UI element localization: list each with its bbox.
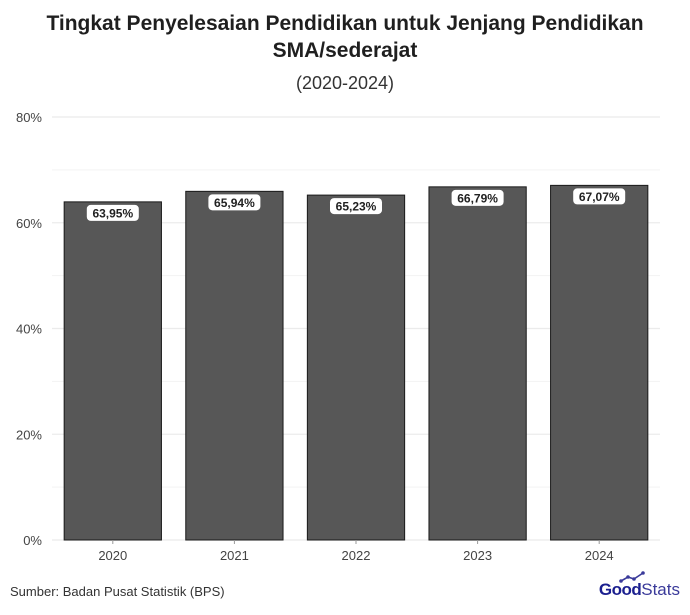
x-tick-label: 2022: [342, 548, 371, 563]
bar: [306, 194, 406, 541]
x-tick-label: 2024: [585, 548, 614, 563]
chart-subtitle: (2020-2024): [295, 73, 395, 93]
chart-title: Tingkat Penyelesaian Pendidikan untuk Je…: [0, 10, 690, 64]
bars: [63, 184, 649, 541]
x-tick-label: 2021: [220, 548, 249, 563]
chart-title-line-1: Tingkat Penyelesaian Pendidikan untuk Je…: [46, 12, 644, 35]
x-tick-label: 2023: [463, 548, 492, 563]
data-labels: 63,95% 65,94% 65,23% 66,79% 67,07%: [86, 188, 626, 221]
chart-title-line-2: SMA/sederajat: [272, 39, 418, 62]
brand-stats-text: Stats: [641, 580, 680, 599]
sparkline-icon: [619, 571, 645, 583]
bar: [550, 184, 649, 541]
bar: [428, 186, 527, 541]
y-tick-label: 0%: [23, 533, 42, 548]
x-axis-ticks: 2020 2021 2022 2023 2024: [98, 540, 614, 563]
brand-logo: GoodStats: [598, 571, 680, 600]
data-label-background: [573, 188, 626, 205]
source-note: Sumber: Badan Pusat Statistik (BPS): [10, 584, 225, 599]
data-label: 65,23%: [336, 200, 377, 214]
y-tick-label: 60%: [16, 216, 42, 231]
x-tick-label: 2020: [98, 548, 127, 563]
data-label: 66,79%: [457, 191, 498, 205]
y-tick-label: 40%: [16, 322, 42, 337]
data-label: 67,07%: [579, 190, 620, 204]
y-axis-ticks: 0% 20% 40% 60% 80%: [16, 110, 42, 548]
data-label: 63,95%: [92, 206, 133, 220]
data-label-background: [330, 198, 382, 215]
y-tick-label: 80%: [16, 110, 42, 125]
data-label-background: [86, 204, 139, 221]
data-label: 65,94%: [214, 196, 255, 210]
brand-good-text: Good: [598, 580, 642, 599]
bar: [63, 201, 162, 541]
data-label-background: [451, 189, 504, 206]
bar: [185, 190, 284, 541]
y-tick-label: 20%: [16, 427, 42, 442]
data-label-background: [208, 194, 261, 211]
